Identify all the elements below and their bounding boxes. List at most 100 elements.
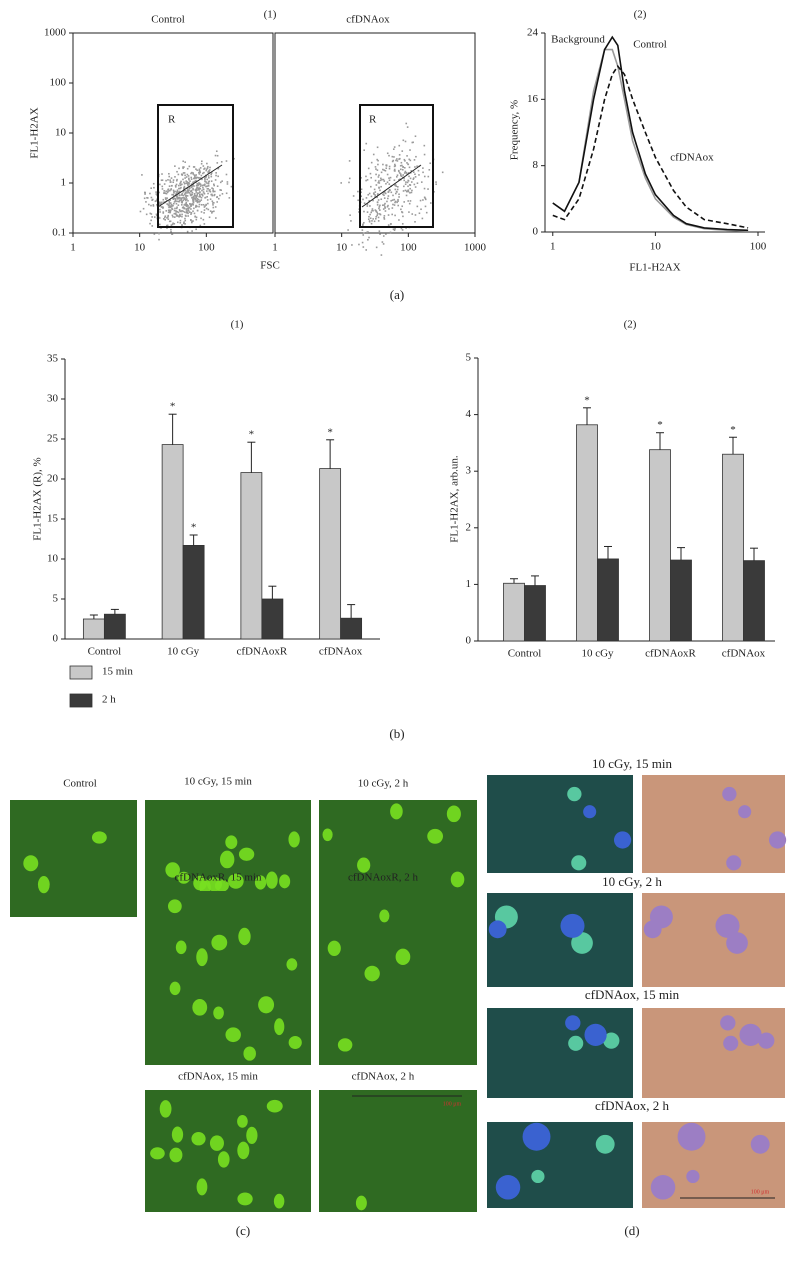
x-tick-label: 1 (272, 242, 278, 254)
event-dot (406, 173, 408, 175)
significance-marker: * (657, 419, 663, 431)
y-tick-label: 24 (527, 27, 539, 39)
event-dot (211, 210, 214, 213)
event-dot (407, 200, 409, 202)
y-tick-label: 35 (47, 353, 59, 365)
event-dot (186, 189, 189, 191)
event-dot (207, 208, 210, 211)
event-dot (382, 193, 384, 196)
event-dot (396, 188, 399, 191)
nucleus (227, 873, 244, 889)
event-dot (174, 207, 176, 210)
event-dot (378, 182, 381, 184)
event-dot (186, 181, 189, 183)
event-dot (396, 174, 399, 177)
nucleus (237, 1141, 250, 1160)
event-dot (383, 169, 386, 171)
event-dot (200, 196, 203, 199)
event-dot (213, 210, 215, 213)
event-dot (409, 149, 411, 151)
event-dot (169, 206, 172, 209)
event-dot (198, 203, 201, 206)
event-dot (184, 217, 186, 220)
y-tick-label: 20 (47, 473, 59, 485)
event-dot (197, 188, 200, 191)
event-dot (370, 222, 373, 225)
event-dot (190, 205, 192, 207)
event-dot (173, 212, 176, 215)
nucleus (273, 1193, 285, 1209)
event-dot (144, 191, 146, 194)
event-dot (159, 183, 161, 186)
event-dot (192, 197, 195, 200)
event-dot (192, 187, 194, 190)
event-dot (201, 184, 204, 187)
event-dot (383, 194, 385, 197)
event-dot (378, 206, 381, 208)
event-dot (405, 181, 407, 183)
event-dot (213, 190, 216, 193)
chart-title: Control (151, 14, 185, 26)
error-bar (729, 436, 737, 455)
event-dot (423, 187, 426, 190)
event-dot (380, 171, 383, 174)
event-dot (349, 214, 351, 216)
nucleus (254, 875, 267, 890)
event-dot (217, 197, 220, 200)
event-dot (375, 215, 378, 218)
event-dot (168, 200, 170, 202)
event-dot (215, 174, 217, 177)
event-dot (180, 193, 183, 196)
event-dot (195, 228, 197, 231)
x-tick-label: cfDNAox (722, 648, 766, 660)
nucleus (750, 1134, 770, 1154)
event-dot (173, 209, 176, 212)
event-dot (192, 195, 195, 198)
event-dot (184, 177, 186, 179)
event-dot (156, 214, 158, 217)
event-dot (416, 182, 419, 184)
event-dot (188, 192, 191, 194)
nucleus (177, 871, 191, 884)
nucleus (258, 996, 275, 1014)
event-dot (394, 200, 397, 203)
event-dot (205, 169, 207, 172)
event-dot (400, 175, 403, 178)
event-dot (384, 169, 387, 172)
event-dot (186, 211, 189, 214)
event-dot (198, 205, 200, 208)
event-dot (168, 203, 171, 205)
significance-marker: * (730, 424, 736, 436)
event-dot (200, 162, 203, 165)
legend-swatch (69, 665, 93, 680)
event-dot (358, 211, 360, 213)
event-dot (204, 183, 206, 186)
event-dot (211, 187, 213, 189)
event-dot (185, 196, 187, 199)
y-tick-label: 0 (466, 635, 472, 647)
event-dot (422, 199, 424, 201)
event-dot (401, 223, 404, 225)
event-dot (197, 176, 200, 179)
event-dot (182, 199, 185, 202)
event-dot (152, 182, 155, 185)
event-dot (410, 191, 413, 194)
event-dot (195, 168, 197, 170)
y-tick-label: 4 (466, 408, 472, 420)
event-dot (377, 199, 380, 201)
event-dot (428, 169, 431, 171)
event-dot (401, 229, 404, 231)
event-dot (362, 234, 365, 236)
event-dot (196, 192, 199, 194)
event-dot (414, 214, 417, 216)
event-dot (168, 185, 171, 187)
nucleus (217, 1151, 230, 1168)
event-dot (186, 205, 188, 208)
event-dot (139, 210, 142, 213)
event-dot (379, 204, 381, 207)
event-dot (175, 202, 178, 205)
nucleus (446, 805, 461, 823)
event-dot (366, 179, 369, 181)
gate-fit (361, 164, 422, 208)
event-dot (403, 158, 406, 161)
